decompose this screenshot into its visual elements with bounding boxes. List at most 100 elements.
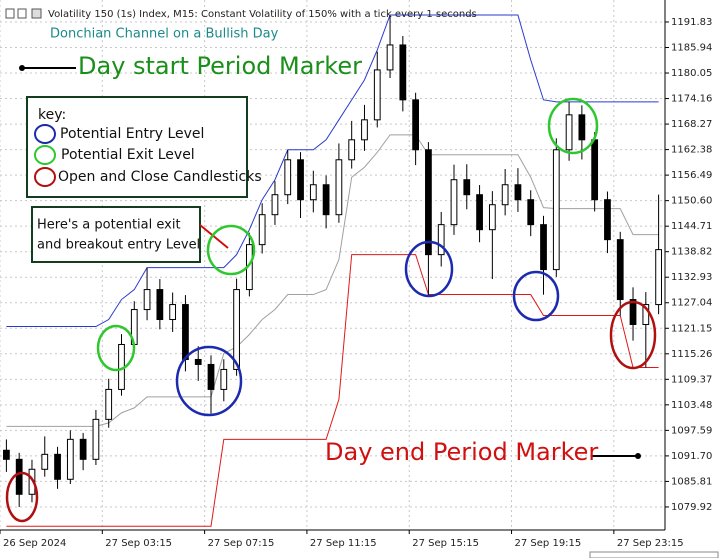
candle-body bbox=[642, 304, 650, 326]
key-item: Open and Close Candlesticks bbox=[58, 169, 262, 185]
entry-circle bbox=[404, 240, 454, 298]
y-tick-label: 1132.93 bbox=[671, 272, 712, 283]
candle-body bbox=[616, 239, 624, 301]
icon bbox=[31, 8, 42, 19]
key-box bbox=[26, 96, 248, 198]
candle-body bbox=[361, 119, 368, 141]
key-icon bbox=[34, 167, 56, 187]
entry-circle bbox=[175, 345, 243, 417]
y-tick-label: 1162.38 bbox=[671, 145, 712, 156]
y-tick-label: 1185.94 bbox=[671, 42, 712, 53]
y-tick-label: 1115.26 bbox=[671, 349, 712, 360]
candle-circle bbox=[609, 300, 657, 370]
candle-body bbox=[41, 453, 49, 470]
candle-body bbox=[182, 304, 189, 360]
candle-body bbox=[348, 139, 356, 161]
candle-body bbox=[271, 194, 279, 216]
candle-circle bbox=[5, 471, 39, 523]
candle-body bbox=[604, 199, 611, 241]
candle-body bbox=[194, 358, 202, 365]
key-icon bbox=[34, 145, 56, 165]
candle-body bbox=[297, 159, 304, 201]
y-tick-label: 1174.16 bbox=[671, 94, 712, 105]
entry-circle bbox=[512, 270, 560, 322]
candle-body bbox=[105, 388, 113, 420]
channel-line bbox=[6, 14, 659, 328]
candle-body bbox=[565, 114, 573, 151]
start-marker: Day start Period Marker bbox=[78, 52, 362, 80]
y-tick-label: 1150.60 bbox=[671, 196, 712, 207]
y-tick-label: 1191.83 bbox=[671, 17, 712, 28]
candle-body bbox=[3, 449, 10, 460]
candle-body bbox=[655, 249, 662, 306]
y-tick-label: 1097.59 bbox=[671, 425, 712, 436]
candle-body bbox=[412, 99, 420, 151]
candle-body bbox=[207, 363, 215, 390]
exit-circle bbox=[206, 224, 256, 276]
candle-body bbox=[501, 184, 509, 206]
candle-body bbox=[169, 304, 177, 321]
highlights bbox=[5, 97, 657, 523]
chart-subtitle: Donchian Channel on a Bullish Day bbox=[50, 27, 279, 42]
x-tick-label: 27 Sep 11:15 bbox=[310, 538, 377, 549]
x-tick-label: 27 Sep 15:15 bbox=[412, 538, 479, 549]
candle-body bbox=[258, 214, 266, 246]
candle-body bbox=[540, 224, 547, 271]
candle-body bbox=[591, 139, 599, 201]
x-tick-label: 27 Sep 23:15 bbox=[617, 538, 684, 549]
candle-body bbox=[92, 418, 100, 460]
key-icon bbox=[34, 124, 56, 144]
y-tick-label: 1079.92 bbox=[671, 502, 712, 513]
candle-body bbox=[514, 184, 522, 201]
candle-body bbox=[143, 289, 151, 311]
candle-body bbox=[437, 224, 445, 256]
candle-body bbox=[220, 368, 228, 390]
candle-body bbox=[233, 289, 240, 370]
chart-title: Volatility 150 (1s) Index, M15: Constant… bbox=[48, 9, 477, 20]
y-tick-label: 1085.81 bbox=[671, 476, 712, 487]
end-marker: Day end Period Marker bbox=[325, 438, 598, 466]
candle-body bbox=[156, 289, 164, 321]
x-tick-label: 27 Sep 03:15 bbox=[105, 538, 172, 549]
y-tick-label: 1121.15 bbox=[671, 323, 712, 334]
y-tick-label: 1138.82 bbox=[671, 247, 712, 258]
icon bbox=[5, 8, 15, 19]
candle-body bbox=[335, 159, 343, 216]
candles bbox=[3, 15, 662, 508]
candle-body bbox=[476, 194, 483, 231]
key-item: Potential Exit Level bbox=[61, 147, 195, 163]
y-tick-label: 1144.71 bbox=[671, 221, 712, 232]
y-tick-label: 1168.27 bbox=[671, 119, 712, 130]
candle-body bbox=[399, 44, 407, 101]
y-tick-label: 1156.49 bbox=[671, 170, 712, 181]
callout-text: and breakout entry Level bbox=[37, 238, 200, 253]
scroll-box bbox=[589, 551, 719, 558]
candle-body bbox=[66, 438, 74, 480]
candle-body bbox=[578, 114, 586, 141]
ticks: 1191.83 1185.94 1180.05 1174.16 1168.27 1162.… bbox=[0, 17, 712, 549]
y-tick-label: 1103.48 bbox=[671, 400, 712, 411]
key-item: Potential Entry Level bbox=[60, 126, 204, 142]
y-tick-label: 1127.04 bbox=[671, 298, 712, 309]
exit-circle bbox=[547, 97, 599, 155]
candle-body bbox=[552, 149, 560, 271]
candle-body bbox=[54, 453, 61, 480]
callout-arrow bbox=[199, 224, 229, 249]
candle-body bbox=[629, 299, 637, 326]
key-title: key: bbox=[38, 107, 66, 123]
candle-body bbox=[450, 179, 458, 226]
candle-body bbox=[309, 184, 317, 201]
callout-text: Here's a potential exit bbox=[37, 218, 181, 233]
y-tick-label: 1180.05 bbox=[671, 68, 712, 79]
candle-body bbox=[79, 438, 87, 460]
candle-body bbox=[425, 149, 432, 256]
x-tick-label: 26 Sep 2024 bbox=[3, 538, 66, 549]
icon bbox=[17, 8, 27, 19]
y-tick-label: 1091.70 bbox=[671, 451, 712, 462]
candle-body bbox=[373, 69, 381, 121]
candle-body bbox=[322, 184, 330, 216]
marker-dot bbox=[19, 65, 25, 71]
